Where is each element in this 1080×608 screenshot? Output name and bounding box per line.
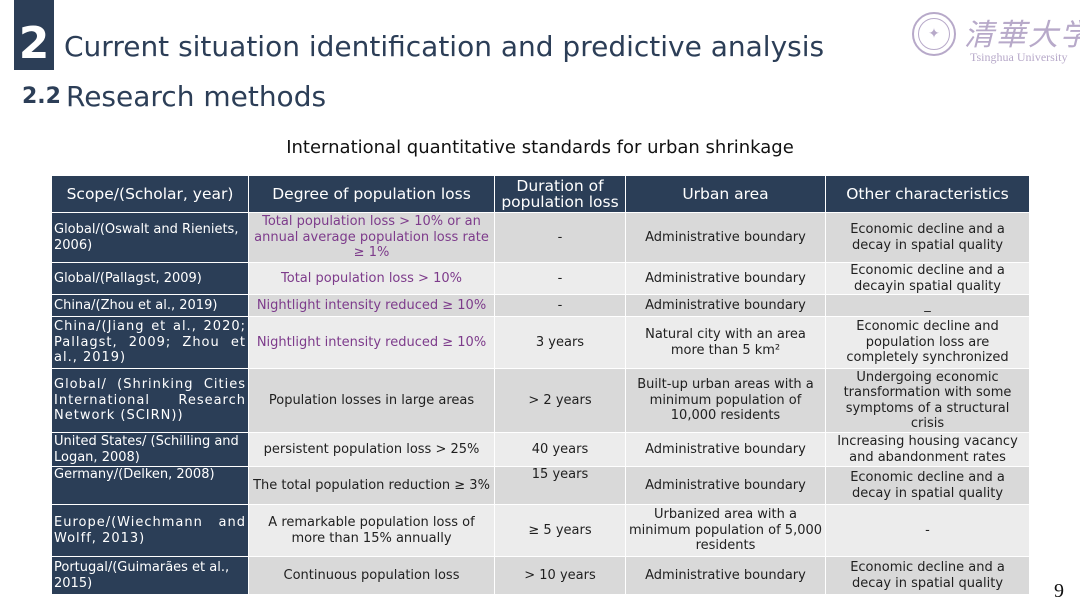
cell-other: Increasing housing vacancy and abandonme… — [825, 432, 1030, 467]
cell-duration: - — [494, 294, 626, 317]
header-loss: Degree of population loss — [248, 175, 495, 213]
table-row: Portugal/(Guimarães et al., 2015) Contin… — [51, 556, 1030, 595]
cell-area: Built-up urban areas with a minimum popu… — [625, 368, 826, 433]
cell-other: - — [825, 504, 1030, 557]
table-row: United States/ (Schilling and Logan, 200… — [51, 432, 1030, 467]
cell-loss: Total population loss > 10% or an annual… — [248, 212, 495, 263]
cell-duration: - — [494, 212, 626, 263]
cell-scope: Global/ (Shrinking Cities International … — [51, 368, 249, 433]
cell-duration: 15 years — [494, 466, 626, 505]
cell-other: _ — [825, 294, 1030, 317]
cell-scope: United States/ (Schilling and Logan, 200… — [51, 432, 249, 467]
cell-area: Natural city with an area more than 5 km… — [625, 316, 826, 369]
page-number: 9 — [1054, 580, 1064, 602]
table-row: Global/(Oswalt and Rieniets, 2006) Total… — [51, 212, 1030, 263]
cell-scope: Germany/(Delken, 2008) — [51, 466, 249, 505]
cell-area: Administrative boundary — [625, 294, 826, 317]
cell-scope: Global/(Oswalt and Rieniets, 2006) — [51, 212, 249, 263]
cell-scope: Portugal/(Guimarães et al., 2015) — [51, 556, 249, 595]
cell-other: Economic decline and a decay in spatial … — [825, 466, 1030, 505]
cell-loss: Continuous population loss — [248, 556, 495, 595]
cell-other: Economic decline and a decay in spatial … — [825, 556, 1030, 595]
cell-area: Administrative boundary — [625, 212, 826, 263]
cell-area: Administrative boundary — [625, 432, 826, 467]
cell-other: Economic decline and population loss are… — [825, 316, 1030, 369]
cell-other: Undergoing economic transformation with … — [825, 368, 1030, 433]
slide-title: Current situation identification and pre… — [64, 30, 825, 63]
cell-duration: 40 years — [494, 432, 626, 467]
cell-scope: Global/(Pallagst, 2009) — [51, 262, 249, 295]
cell-loss: A remarkable population loss of more tha… — [248, 504, 495, 557]
cell-loss: The total population reduction ≥ 3% — [248, 466, 495, 505]
subsection-title: Research methods — [66, 80, 327, 113]
cell-area: Urbanized area with a minimum population… — [625, 504, 826, 557]
table-row: Germany/(Delken, 2008) The total populat… — [51, 466, 1030, 505]
table-row: China/(Jiang et al., 2020; Pallagst, 200… — [51, 316, 1030, 369]
cell-duration: 3 years — [494, 316, 626, 369]
university-logo: ✦ 清華大学 Tsinghua University — [912, 10, 1080, 66]
header-scope: Scope/(Scholar, year) — [51, 175, 249, 213]
header-duration: Duration of population loss — [494, 175, 626, 213]
cell-area: Administrative boundary — [625, 556, 826, 595]
section-number: 2 — [14, 0, 54, 70]
cell-duration: - — [494, 262, 626, 295]
cell-other: Economic decline and a decayin spatial q… — [825, 262, 1030, 295]
logo-chinese-name: 清華大学 — [964, 18, 1080, 53]
cell-other: Economic decline and a decay in spatial … — [825, 212, 1030, 263]
table-row: Europe/(Wiechmann and Wolff, 2013) A rem… — [51, 504, 1030, 557]
cell-loss: Nightlight intensity reduced ≥ 10% — [248, 316, 495, 369]
standards-table: Scope/(Scholar, year) Degree of populati… — [51, 175, 1030, 595]
cell-loss: Population losses in large areas — [248, 368, 495, 433]
table-caption: International quantitative standards for… — [286, 137, 794, 158]
header-other: Other characteristics — [825, 175, 1030, 213]
cell-scope: China/(Zhou et al., 2019) — [51, 294, 249, 317]
university-seal-icon: ✦ — [912, 12, 956, 56]
cell-loss: persistent population loss > 25% — [248, 432, 495, 467]
cell-area: Administrative boundary — [625, 262, 826, 295]
cell-loss: Nightlight intensity reduced ≥ 10% — [248, 294, 495, 317]
table-row: China/(Zhou et al., 2019) Nightlight int… — [51, 294, 1030, 317]
table-row: Global/(Pallagst, 2009) Total population… — [51, 262, 1030, 295]
cell-area: Administrative boundary — [625, 466, 826, 505]
logo-english-name: Tsinghua University — [970, 50, 1068, 64]
cell-duration: > 10 years — [494, 556, 626, 595]
cell-scope: Europe/(Wiechmann and Wolff, 2013) — [51, 504, 249, 557]
table-header-row: Scope/(Scholar, year) Degree of populati… — [51, 175, 1030, 213]
table-row: Global/ (Shrinking Cities International … — [51, 368, 1030, 433]
header-area: Urban area — [625, 175, 826, 213]
cell-loss: Total population loss > 10% — [248, 262, 495, 295]
cell-duration: > 2 years — [494, 368, 626, 433]
cell-scope: China/(Jiang et al., 2020; Pallagst, 200… — [51, 316, 249, 369]
subsection-number: 2.2 — [22, 84, 61, 109]
cell-duration: ≥ 5 years — [494, 504, 626, 557]
